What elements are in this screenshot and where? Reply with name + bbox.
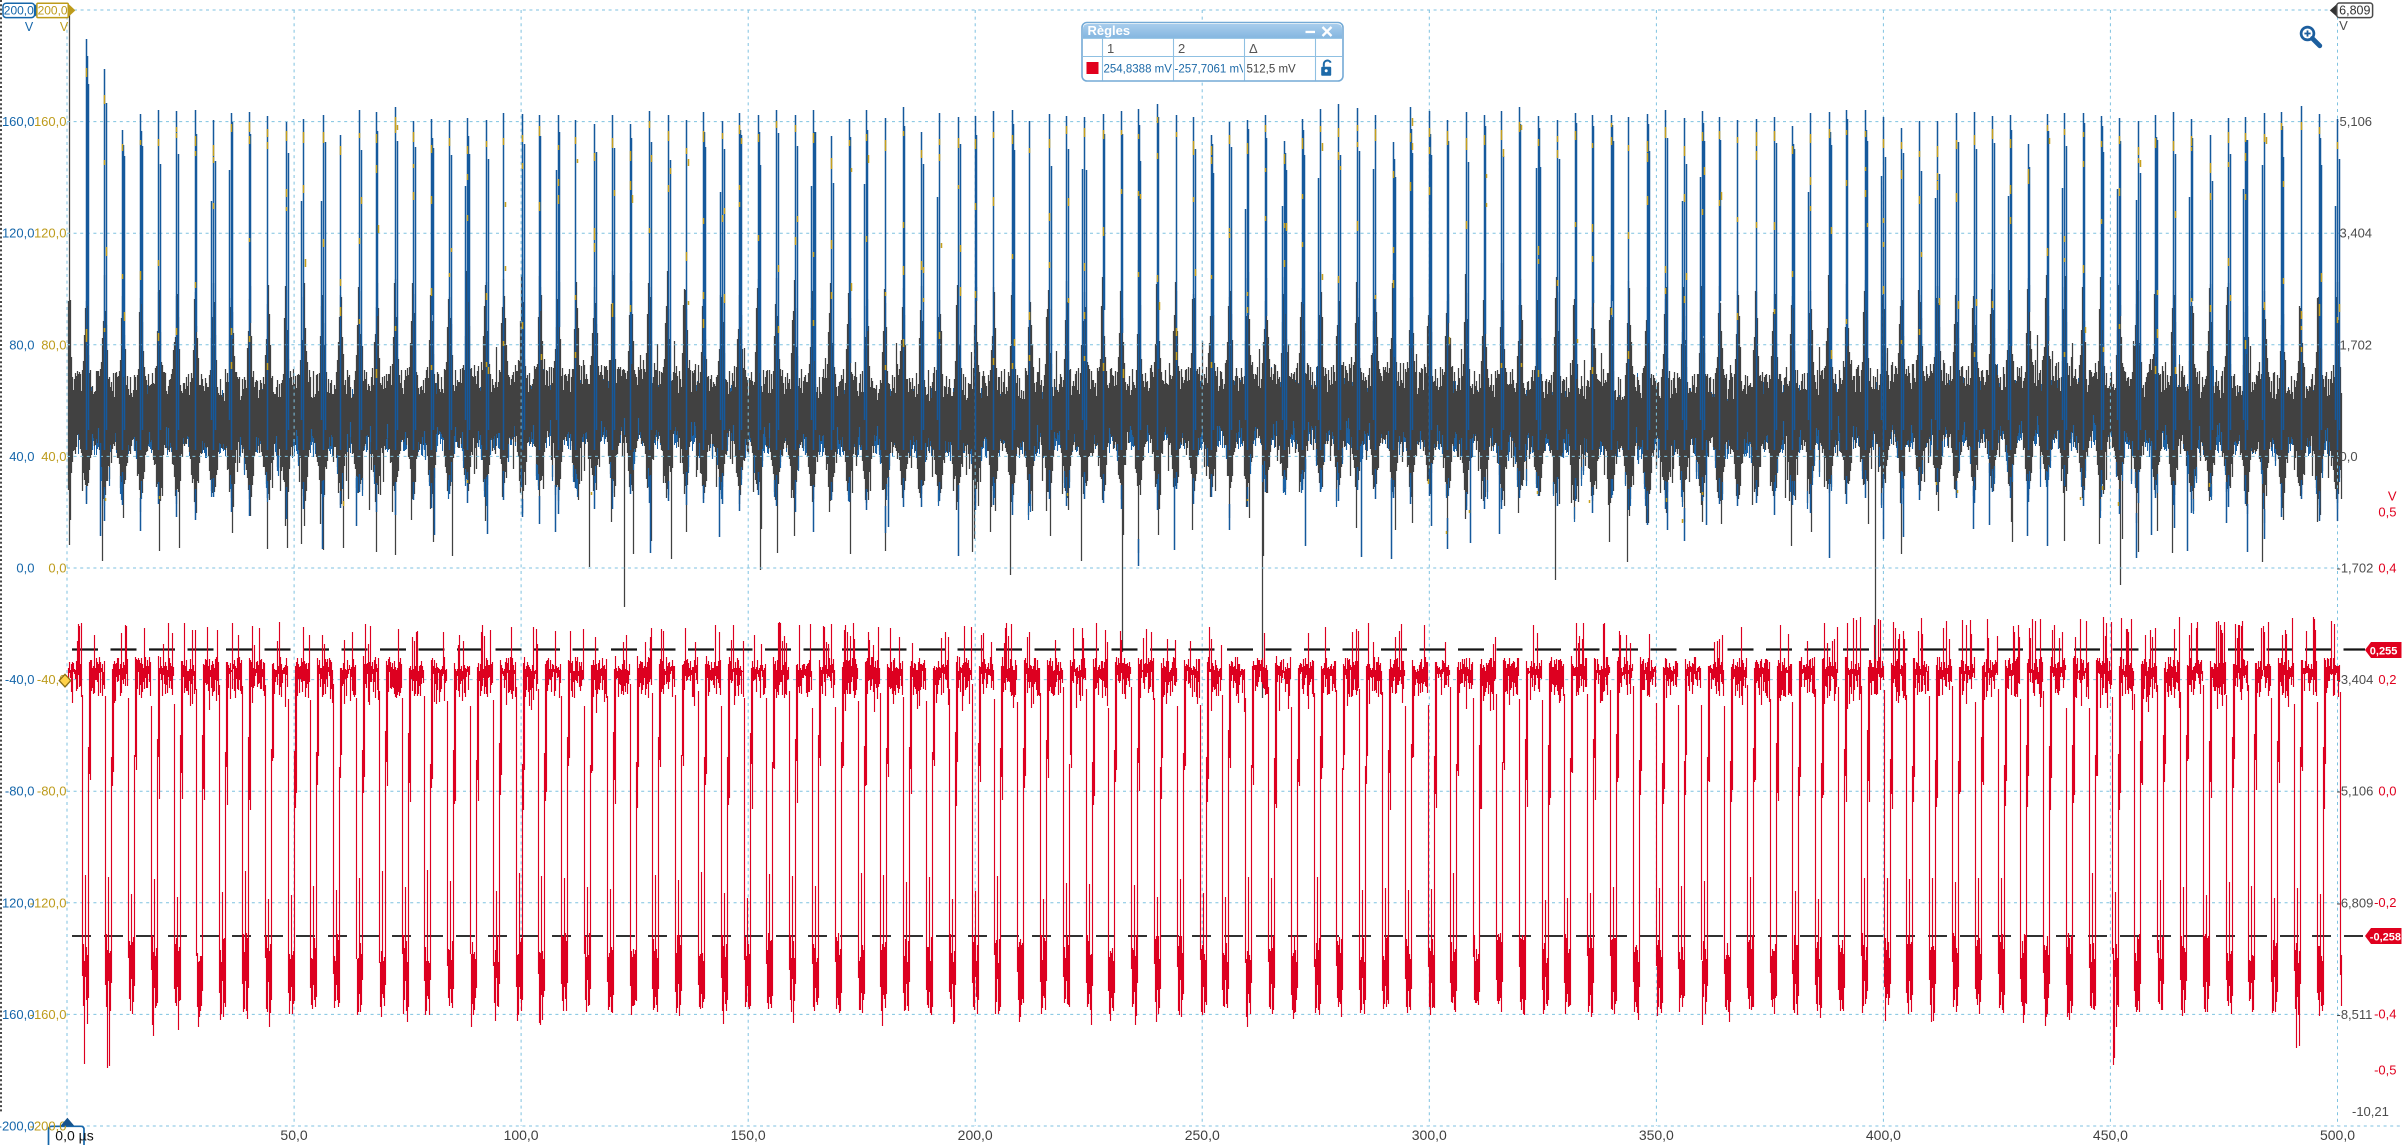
svg-text:-0,4: -0,4 — [2374, 1007, 2396, 1022]
svg-text:0,0: 0,0 — [48, 561, 66, 576]
svg-text:160,0: 160,0 — [34, 114, 67, 129]
svg-text:0,4: 0,4 — [2378, 560, 2396, 575]
svg-text:-40,0: -40,0 — [37, 672, 67, 687]
svg-text:450,0: 450,0 — [2093, 1127, 2128, 1143]
svg-text:3,404: 3,404 — [2340, 226, 2373, 241]
svg-text:-1,702: -1,702 — [2337, 561, 2374, 576]
svg-text:-120,0: -120,0 — [0, 895, 35, 910]
svg-text:200,0: 200,0 — [4, 4, 34, 18]
svg-text:-200,0: -200,0 — [0, 1119, 35, 1134]
svg-text:1: 1 — [1107, 41, 1114, 56]
svg-text:0,0 µs: 0,0 µs — [55, 1128, 93, 1144]
svg-text:0,2: 0,2 — [2378, 672, 2396, 687]
svg-text:V: V — [25, 20, 34, 34]
svg-text:80,0: 80,0 — [41, 337, 66, 352]
svg-text:6,809: 6,809 — [2339, 4, 2370, 18]
svg-text:50,0: 50,0 — [280, 1127, 307, 1143]
svg-text:0,0: 0,0 — [2340, 449, 2358, 464]
svg-text:1,702: 1,702 — [2340, 337, 2373, 352]
svg-text:120,0: 120,0 — [34, 226, 67, 241]
svg-text:-5,106: -5,106 — [2337, 784, 2374, 799]
svg-text:2: 2 — [1178, 41, 1185, 56]
svg-text:0,255: 0,255 — [2370, 645, 2398, 657]
svg-text:0,0: 0,0 — [2378, 784, 2396, 799]
svg-text:250,0: 250,0 — [1185, 1127, 1220, 1143]
svg-text:Règles: Règles — [1088, 23, 1131, 38]
svg-text:-200,0: -200,0 — [30, 1119, 67, 1134]
svg-text:V: V — [60, 20, 69, 34]
svg-text:-0,2: -0,2 — [2374, 895, 2396, 910]
svg-text:-160,0: -160,0 — [0, 1007, 35, 1022]
svg-text:40,0: 40,0 — [9, 449, 34, 464]
svg-text:-0,258: -0,258 — [2370, 931, 2401, 943]
svg-text:40,0: 40,0 — [41, 449, 66, 464]
svg-text:200,0: 200,0 — [38, 4, 68, 18]
svg-text:V: V — [2388, 489, 2397, 504]
svg-text:-120,0: -120,0 — [30, 895, 67, 910]
svg-text:120,0: 120,0 — [2, 226, 35, 241]
svg-text:400,0: 400,0 — [1866, 1127, 1901, 1143]
svg-text:V: V — [2339, 18, 2348, 33]
svg-text:-8,511: -8,511 — [2337, 1007, 2373, 1022]
svg-text:-10,21: -10,21 — [2352, 1104, 2389, 1119]
svg-text:100,0: 100,0 — [504, 1127, 539, 1143]
svg-text:300,0: 300,0 — [1412, 1127, 1447, 1143]
svg-text:0,0: 0,0 — [16, 561, 34, 576]
svg-text:-0,5: -0,5 — [2374, 1063, 2396, 1078]
svg-text:160,0: 160,0 — [2, 114, 35, 129]
svg-text:-80,0: -80,0 — [37, 784, 67, 799]
svg-text:-80,0: -80,0 — [5, 784, 35, 799]
svg-text:-3,404: -3,404 — [2337, 672, 2374, 687]
svg-text:254,8388 mV: 254,8388 mV — [1104, 64, 1173, 76]
svg-text:-40,0: -40,0 — [5, 672, 35, 687]
svg-text:-160,0: -160,0 — [30, 1007, 67, 1022]
svg-text:0,5: 0,5 — [2378, 505, 2396, 520]
svg-text:-6,809: -6,809 — [2337, 895, 2374, 910]
svg-text:5,106: 5,106 — [2340, 114, 2373, 129]
svg-text:Δ: Δ — [1249, 41, 1258, 56]
svg-text:512,5 mV: 512,5 mV — [1247, 64, 1297, 76]
svg-text:80,0: 80,0 — [9, 337, 34, 352]
svg-text:200,0: 200,0 — [958, 1127, 993, 1143]
svg-text:350,0: 350,0 — [1639, 1127, 1674, 1143]
svg-text:150,0: 150,0 — [731, 1127, 766, 1143]
svg-text:-257,7061 mV: -257,7061 mV — [1175, 64, 1248, 76]
svg-text:500,0: 500,0 — [2320, 1127, 2355, 1143]
